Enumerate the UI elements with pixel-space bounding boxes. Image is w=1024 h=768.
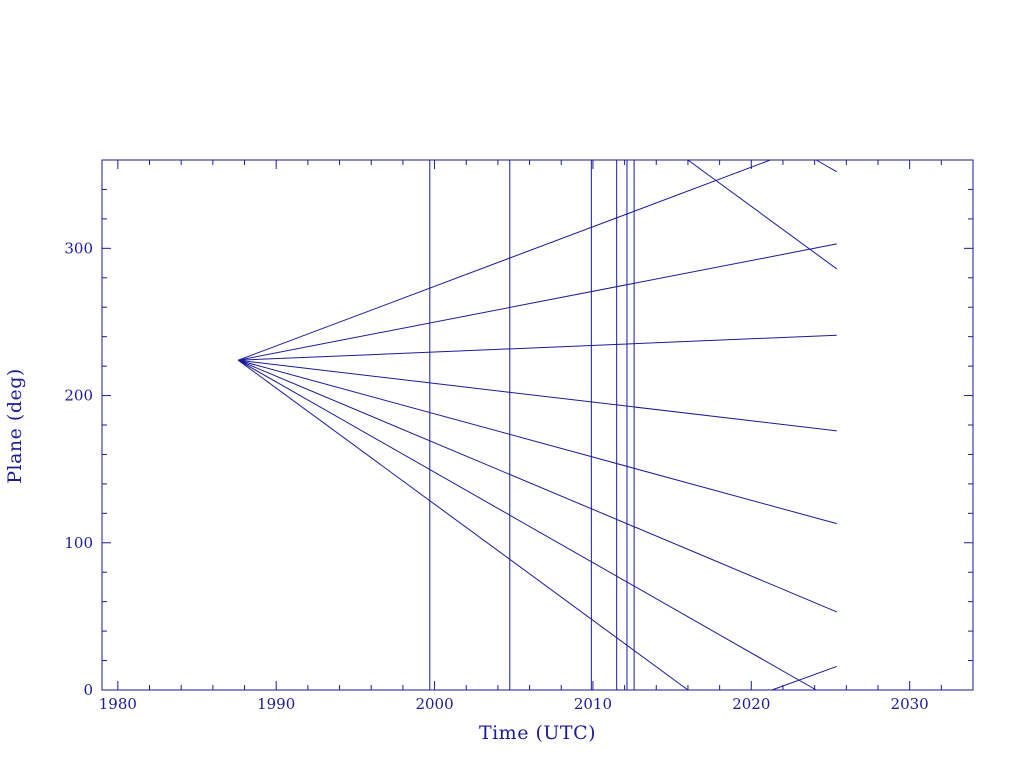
x-tick-labels: 1980 1990 2000 2010 2020 2030	[99, 695, 929, 713]
x-tick-label-2030: 2030	[891, 695, 929, 713]
series-line-7-wrap	[687, 159, 838, 270]
axis-ticks	[102, 159, 973, 691]
y-axis-label: Plane (deg)	[4, 368, 26, 484]
x-tick-label-1990: 1990	[257, 695, 295, 713]
series-line-0	[238, 159, 771, 361]
x-tick-label-1980: 1980	[99, 695, 137, 713]
series-line-6	[237, 359, 817, 691]
x-axis-label: Time (UTC)	[479, 722, 596, 744]
plot-frame	[101, 159, 974, 691]
series-line-5	[237, 359, 838, 613]
series-line-3	[238, 359, 837, 432]
y-tick-labels: 0 100 200 300	[64, 239, 93, 699]
series-line-1	[238, 243, 837, 361]
series-lines	[237, 159, 838, 691]
y-tick-label-300: 300	[64, 239, 93, 257]
x-tick-label-2000: 2000	[415, 695, 453, 713]
y-tick-label-200: 200	[64, 387, 93, 405]
vertical-markers	[429, 160, 635, 690]
y-tick-label-0: 0	[83, 681, 93, 699]
series-line-2	[238, 334, 837, 361]
series-line-4	[238, 359, 837, 525]
series-line-7	[237, 359, 689, 691]
series-line-6-wrap	[815, 159, 838, 173]
x-tick-label-2020: 2020	[732, 695, 770, 713]
y-tick-label-100: 100	[64, 534, 93, 552]
x-tick-label-2010: 2010	[574, 695, 612, 713]
